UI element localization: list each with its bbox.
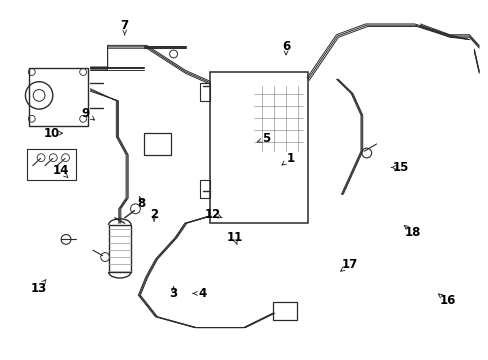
Text: 4: 4 — [199, 287, 206, 300]
Text: 15: 15 — [392, 161, 408, 174]
Text: 16: 16 — [438, 294, 455, 307]
Text: 11: 11 — [226, 231, 243, 244]
Bar — [144, 133, 171, 155]
Text: 10: 10 — [43, 127, 60, 140]
Bar — [210, 72, 307, 223]
Bar — [200, 180, 210, 198]
Text: 5: 5 — [262, 132, 270, 145]
Bar — [200, 83, 210, 101]
Text: 1: 1 — [286, 152, 294, 165]
Bar — [108, 225, 131, 272]
Text: 12: 12 — [204, 208, 221, 221]
Bar — [27, 149, 76, 180]
Text: 9: 9 — [81, 107, 89, 120]
Text: 17: 17 — [341, 258, 357, 271]
Text: 18: 18 — [404, 226, 421, 239]
Text: 6: 6 — [282, 40, 289, 53]
Text: 14: 14 — [53, 165, 69, 177]
Text: 3: 3 — [169, 287, 177, 300]
Text: 8: 8 — [138, 197, 145, 210]
Bar — [29, 68, 88, 126]
Text: 13: 13 — [31, 282, 47, 294]
Bar — [272, 302, 297, 320]
Text: 2: 2 — [150, 208, 158, 221]
Text: 7: 7 — [121, 19, 128, 32]
